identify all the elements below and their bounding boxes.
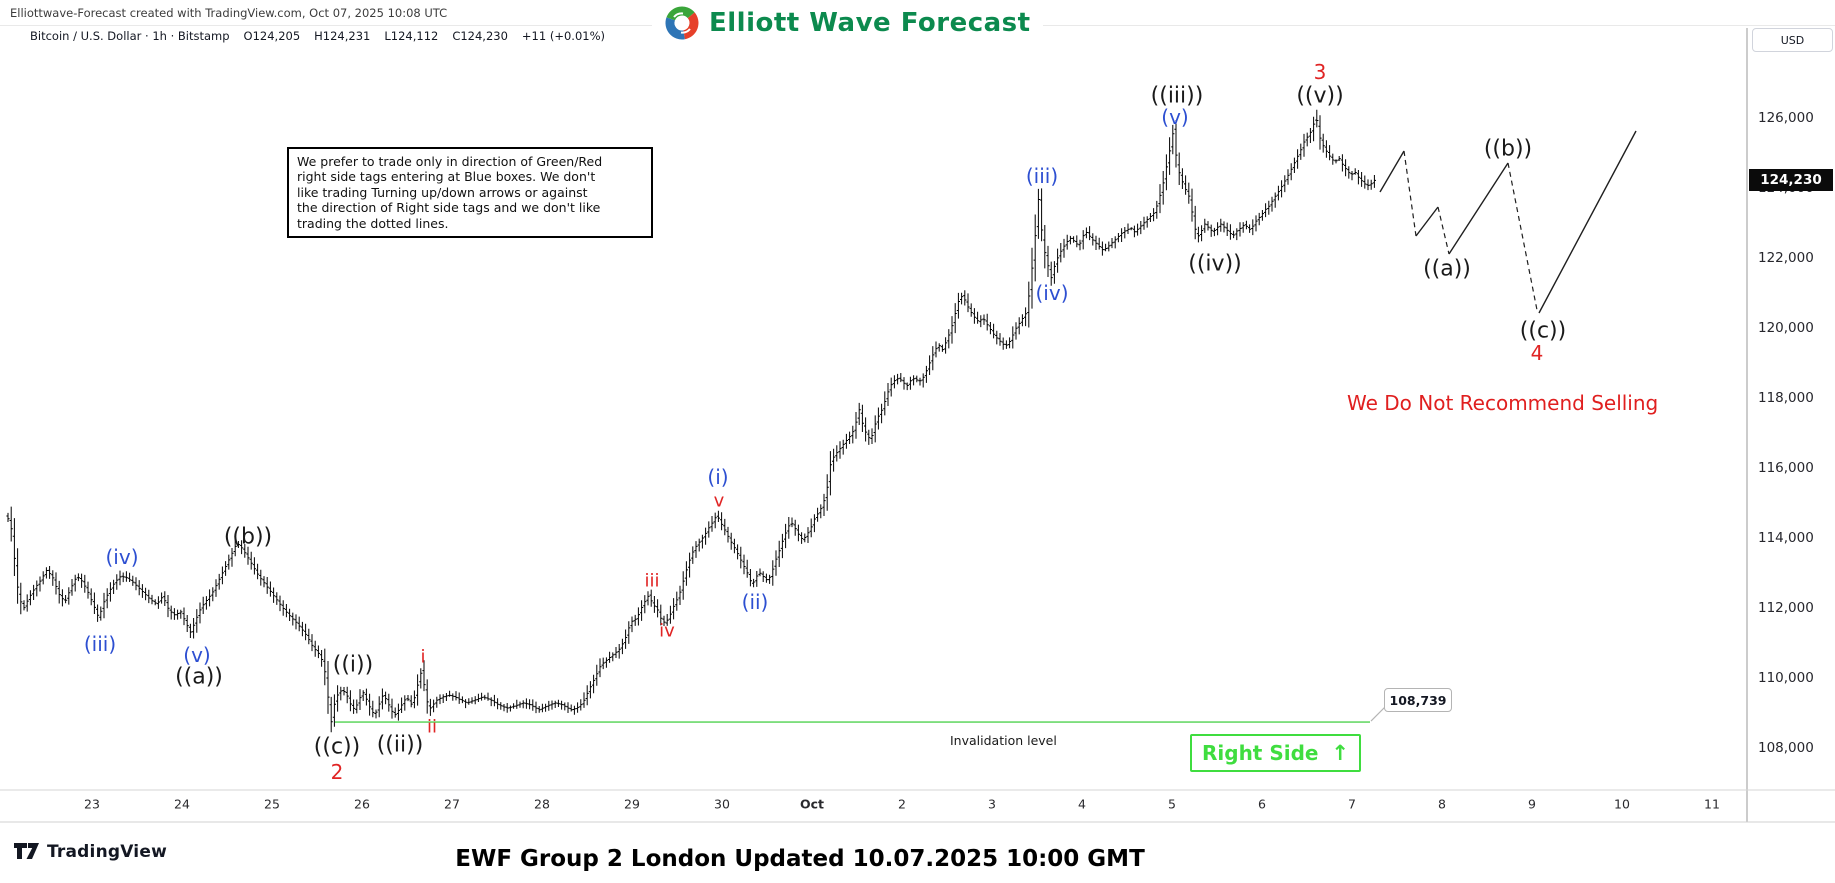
invalidation-line — [335, 705, 1387, 723]
invalidation-level-label: Invalidation level — [950, 733, 1057, 748]
symbol-title[interactable]: Bitcoin / U.S. Dollar · 1h · Bitstamp — [30, 29, 230, 43]
date-tick-label: 11 — [1704, 797, 1720, 812]
date-tick-label: 29 — [624, 797, 640, 812]
wave-labels: (iii)(iv)(v)((a))((b))((c))2((i))((ii))i… — [84, 60, 1566, 784]
date-tick-label: 10 — [1614, 797, 1630, 812]
no-selling-warning: We Do Not Recommend Selling — [1347, 391, 1659, 415]
logo-text: Elliott Wave Forecast — [709, 8, 1031, 38]
tradingview-brand-text: TradingView — [47, 842, 167, 862]
wave-label: (iii) — [1026, 164, 1058, 188]
price-tick-label: 118,000 — [1758, 390, 1814, 406]
wave-label: ((a)) — [175, 665, 223, 690]
wave-label: 2 — [331, 760, 344, 784]
wave-label: (iv) — [1036, 281, 1069, 305]
date-tick-label: 9 — [1528, 797, 1536, 812]
wave-label: (iii) — [84, 632, 116, 656]
price-tick-label: 122,000 — [1758, 250, 1814, 266]
wave-label: iv — [659, 621, 675, 642]
price-tick-label: 120,000 — [1758, 320, 1814, 336]
wave-label: 3 — [1314, 60, 1327, 84]
wave-label: ((b)) — [224, 525, 272, 550]
date-tick-label: 30 — [714, 797, 730, 812]
price-tick-label: 126,000 — [1758, 110, 1814, 126]
wave-label: ((i)) — [333, 653, 373, 678]
date-tick-label: Oct — [800, 797, 824, 812]
date-tick-label: 3 — [988, 797, 996, 812]
ewf-swirl-icon — [665, 6, 699, 40]
date-tick-label: 25 — [264, 797, 280, 812]
date-tick-label: 27 — [444, 797, 460, 812]
ohlc-low: L124,112 — [384, 29, 439, 43]
wave-label: ((iii)) — [1151, 84, 1204, 109]
symbol-info-bar[interactable]: Bitcoin / U.S. Dollar · 1h · Bitstamp O1… — [30, 29, 605, 43]
date-tick-label: 24 — [174, 797, 190, 812]
wave-label: v — [714, 491, 725, 512]
invalidation-price-callout: 108,739 — [1384, 688, 1452, 712]
created-with-line: Elliottwave-Forecast created with Tradin… — [10, 6, 448, 20]
wave-label: ((a)) — [1423, 257, 1471, 282]
wave-label: iii — [644, 571, 659, 592]
wave-label: ((c)) — [1520, 319, 1566, 344]
up-arrow-icon: ↑ — [1331, 741, 1349, 765]
wave-label: ((b)) — [1484, 137, 1532, 162]
price-tick-label: 116,000 — [1758, 460, 1814, 476]
time-axis-labels: 23 24 25 26 27 28 29 30 Oct 2 3 4 5 6 7 8 9 10 11 — [84, 797, 1720, 812]
date-tick-label: 26 — [354, 797, 370, 812]
wave-label: (v) — [183, 643, 210, 667]
price-bars — [6, 109, 1376, 733]
wave-label: (i) — [707, 465, 728, 489]
last-price-tag: 124,230 — [1749, 169, 1833, 191]
ohlc-change: +11 (+0.01%) — [521, 29, 605, 43]
date-tick-label: 6 — [1258, 797, 1266, 812]
price-axis-labels: 126,000124,000122,000120,000118,000116,0… — [1758, 110, 1814, 756]
price-tick-label: 112,000 — [1758, 600, 1814, 616]
date-tick-label: 5 — [1168, 797, 1176, 812]
date-tick-label: 2 — [898, 797, 906, 812]
right-side-tag-box: Right Side ↑ — [1190, 734, 1361, 772]
report-title: EWF Group 2 London Updated 10.07.2025 10… — [455, 846, 1145, 872]
axis-frame — [0, 28, 1835, 823]
tradingview-brand[interactable]: TradingView — [14, 842, 167, 862]
wave-label: 4 — [1531, 341, 1544, 365]
elliott-wave-forecast-logo: Elliott Wave Forecast — [652, 5, 1043, 41]
date-tick-label: 23 — [84, 797, 100, 812]
wave-label: ((ii)) — [377, 733, 424, 758]
ohlc-open: O124,205 — [243, 29, 301, 43]
trading-note-box: We prefer to trade only in direction of … — [287, 147, 653, 238]
date-tick-label: 8 — [1438, 797, 1446, 812]
price-tick-label: 114,000 — [1758, 530, 1814, 546]
ohlc-high: H124,231 — [314, 29, 371, 43]
date-tick-label: 28 — [534, 797, 550, 812]
tradingview-icon — [14, 843, 39, 859]
forecast-projection — [1379, 130, 1637, 314]
wave-label: (iv) — [106, 545, 139, 569]
date-tick-label: 4 — [1078, 797, 1086, 812]
right-side-label: Right Side — [1202, 741, 1319, 765]
wave-label: ((c)) — [314, 735, 360, 760]
currency-unit-button[interactable]: USD — [1752, 28, 1833, 52]
date-tick-label: 7 — [1348, 797, 1356, 812]
wave-label: ((v)) — [1296, 84, 1343, 109]
wave-label: (v) — [1161, 105, 1188, 129]
ohlc-close: C124,230 — [452, 29, 508, 43]
price-tick-label: 110,000 — [1758, 670, 1814, 686]
wave-label: (ii) — [742, 590, 769, 614]
wave-label: ((iv)) — [1188, 252, 1241, 277]
wave-label: ii — [427, 717, 437, 738]
wave-label: i — [420, 647, 425, 668]
price-tick-label: 108,000 — [1758, 740, 1814, 756]
